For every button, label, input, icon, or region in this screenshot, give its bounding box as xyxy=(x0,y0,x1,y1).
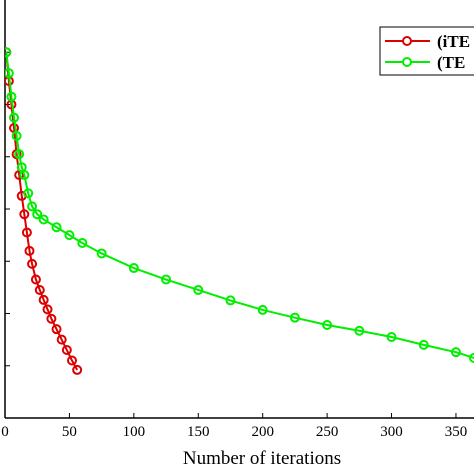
data-point xyxy=(225,295,236,306)
series-line xyxy=(5,52,474,359)
series-line xyxy=(5,52,79,371)
data-point xyxy=(469,352,474,363)
data-point xyxy=(38,214,49,225)
x-tick-label: 50 xyxy=(62,424,77,440)
data-point xyxy=(5,68,14,79)
x-tick-label: 350 xyxy=(445,424,468,440)
plot-area xyxy=(5,47,474,375)
data-point xyxy=(42,304,53,315)
data-point xyxy=(257,304,268,315)
x-tick-label: 300 xyxy=(380,424,403,440)
data-point xyxy=(19,209,30,220)
x-axis-label: Number of iterations xyxy=(183,448,341,469)
data-point xyxy=(34,284,45,295)
x-tick-label: 200 xyxy=(251,424,274,440)
data-point xyxy=(77,237,88,248)
data-point xyxy=(24,245,35,256)
legend-box xyxy=(379,26,474,76)
legend-label: (iTE xyxy=(437,32,470,51)
data-point xyxy=(38,294,49,305)
x-tick-label: 0 xyxy=(1,424,9,440)
data-point xyxy=(56,334,67,345)
x-tick-label: 250 xyxy=(316,424,339,440)
data-point xyxy=(96,248,107,259)
data-point xyxy=(6,91,17,102)
data-point xyxy=(32,209,43,220)
data-point xyxy=(27,201,38,212)
data-point xyxy=(193,284,204,295)
data-point xyxy=(51,324,62,335)
data-point xyxy=(46,313,57,324)
legend-marker xyxy=(402,36,412,46)
data-point xyxy=(23,188,34,199)
data-point xyxy=(5,47,12,58)
data-point xyxy=(61,345,72,356)
data-point xyxy=(322,319,333,330)
data-point xyxy=(289,312,300,323)
x-tick-label: 100 xyxy=(123,424,146,440)
data-point xyxy=(9,112,20,123)
data-point xyxy=(72,364,83,375)
x-tick-label: 150 xyxy=(187,424,210,440)
legend-label: (TE xyxy=(437,53,465,72)
data-point xyxy=(418,339,429,350)
data-point xyxy=(67,355,77,366)
data-point xyxy=(450,347,461,358)
data-point xyxy=(354,325,365,336)
data-point xyxy=(19,170,30,181)
data-point xyxy=(27,258,38,269)
data-point xyxy=(11,130,22,141)
data-point xyxy=(64,230,75,241)
data-point xyxy=(161,274,172,285)
data-point xyxy=(51,222,62,233)
data-point xyxy=(386,332,397,343)
data-point xyxy=(128,263,139,274)
data-point xyxy=(21,227,32,238)
data-point xyxy=(30,274,41,285)
legend-marker xyxy=(402,57,412,67)
data-point xyxy=(14,149,25,160)
